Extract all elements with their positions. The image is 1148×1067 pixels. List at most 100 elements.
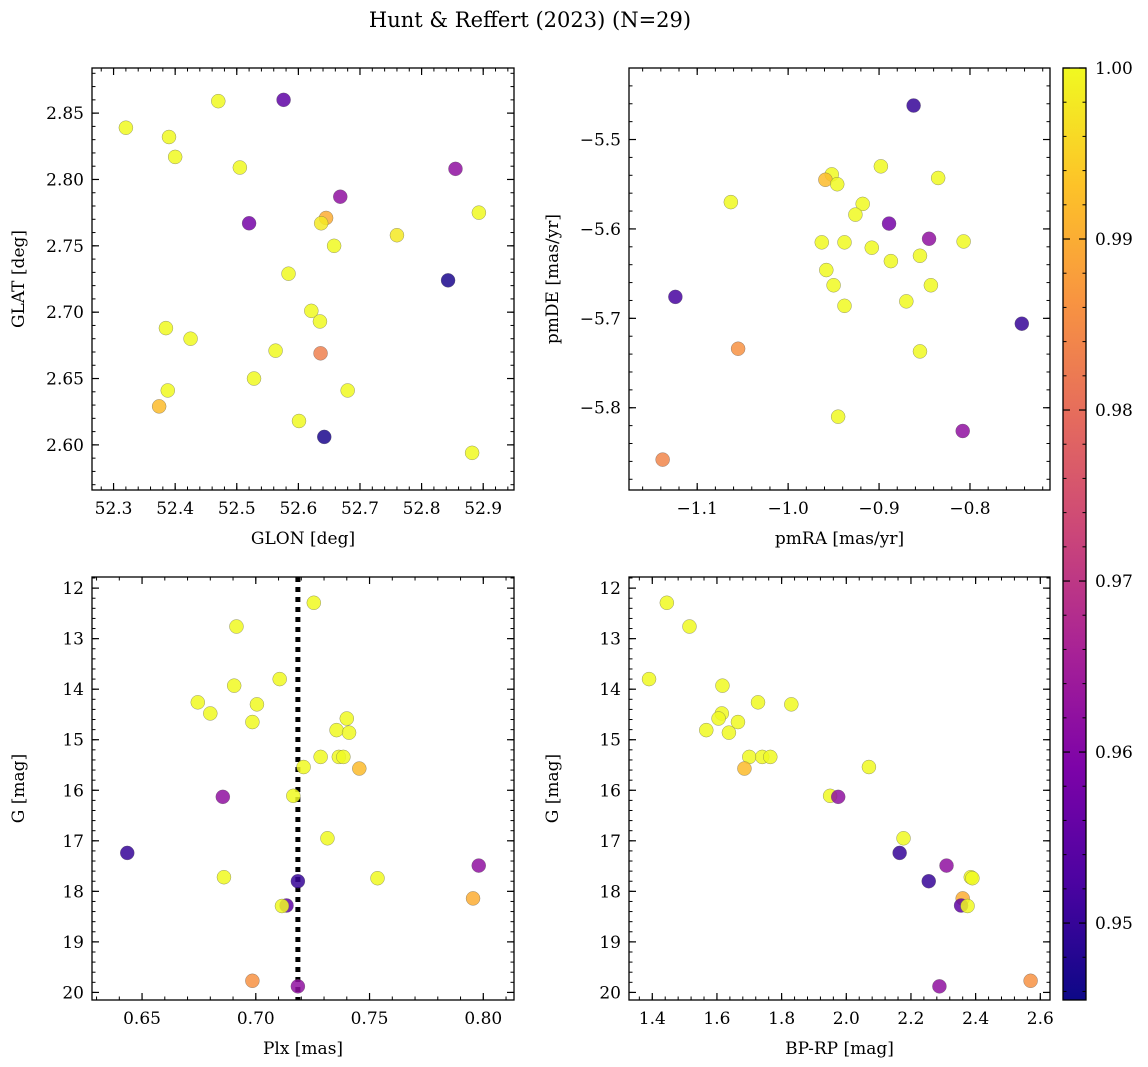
data-point: [245, 714, 260, 730]
x-axis-label: Plx [mas]: [263, 1039, 343, 1059]
x-tick-label: 52.6: [279, 499, 317, 519]
data-point: [190, 695, 206, 710]
data-point: [151, 399, 167, 414]
major-ticks: [92, 68, 514, 490]
x-tick-label: 52.9: [464, 499, 502, 519]
x-tick-label: 1.8: [768, 1009, 795, 1029]
data-point: [465, 891, 481, 906]
data-point: [118, 120, 134, 135]
y-tick-label: 2.85: [46, 104, 84, 124]
data-point: [896, 831, 911, 846]
y-tick-label: 16: [62, 781, 84, 801]
data-point: [340, 383, 355, 398]
figure-title: Hunt & Reffert (2023) (N=29): [369, 8, 691, 32]
x-axis-label: pmRA [mas/yr]: [775, 529, 904, 549]
data-point: [341, 725, 357, 740]
data-point: [730, 714, 746, 730]
colorbar-tick-label: 0.98: [1095, 401, 1133, 421]
y-tick-label: 13: [599, 630, 621, 650]
data-point: [912, 344, 928, 359]
data-point: [723, 194, 739, 210]
y-tick-label: 18: [62, 882, 84, 902]
data-point: [291, 413, 307, 429]
axes-frame: [91, 576, 515, 1001]
data-point: [389, 227, 405, 243]
data-point: [183, 331, 198, 346]
data-point: [167, 149, 183, 165]
data-point: [715, 678, 730, 693]
data-point: [329, 722, 344, 738]
data-point: [274, 898, 290, 914]
colorbar-tick-label: 1.00: [1095, 59, 1133, 79]
data-point: [120, 845, 135, 861]
data-point: [370, 870, 385, 886]
y-tick-label: 2.80: [46, 170, 84, 190]
major-ticks: [629, 68, 1050, 490]
data-point: [892, 845, 907, 861]
data-point: [158, 320, 174, 336]
data-point: [965, 870, 980, 886]
data-point: [906, 98, 921, 113]
colorbar: 0.95 0.96 0.97 0.98 0.99 1.00: [1062, 59, 1133, 1001]
data-point: [921, 873, 936, 889]
plot-area: [118, 92, 487, 461]
y-axis-label: pmDE [mas/yr]: [543, 214, 563, 344]
data-point: [211, 93, 226, 109]
data-point: [471, 205, 487, 220]
data-point: [837, 235, 852, 250]
data-point: [226, 678, 242, 693]
data-point: [932, 979, 947, 994]
y-tick-label: 17: [599, 832, 621, 852]
y-tick-label: −5.6: [580, 220, 621, 240]
x-axis-label: BP-RP [mag]: [785, 1039, 894, 1059]
data-point: [296, 759, 311, 775]
data-point: [921, 231, 937, 247]
data-point: [290, 979, 306, 994]
x-tick-label: 1.6: [703, 1009, 730, 1029]
data-point: [641, 671, 657, 687]
data-point: [883, 253, 899, 269]
data-point: [955, 423, 970, 439]
y-tick-label: 19: [62, 933, 84, 953]
y-tick-label: 15: [599, 731, 621, 751]
x-tick-label: −0.8: [949, 499, 990, 519]
data-point: [737, 761, 752, 776]
data-point: [830, 789, 846, 805]
data-point: [837, 298, 852, 314]
y-axis-label: G [mag]: [543, 754, 563, 823]
data-point: [272, 671, 287, 687]
data-point: [448, 161, 463, 177]
x-axis-label: GLON [deg]: [251, 529, 355, 549]
data-point: [229, 619, 244, 634]
data-point: [923, 278, 939, 293]
y-tick-label: 2.70: [46, 303, 84, 323]
data-point: [232, 160, 248, 175]
y-tick-label: 14: [62, 680, 84, 700]
data-point: [203, 706, 218, 721]
major-ticks: [92, 577, 514, 1000]
panel-pmra-pmde: −1.1 −1.0 −0.9 −0.8 −5.8 −5.7 −5.6 −5.5 pmRA [ma…: [543, 67, 1051, 549]
colorbar-tick-label: 0.95: [1095, 914, 1133, 934]
data-point: [339, 711, 355, 726]
y-tick-label: 13: [62, 630, 84, 650]
data-point: [939, 858, 954, 873]
x-tick-label: 52.7: [341, 499, 379, 519]
y-tick-label: −5.8: [580, 399, 621, 419]
colorbar-frame: [1062, 67, 1087, 1001]
data-point: [930, 170, 946, 186]
y-tick-label: 15: [62, 731, 84, 751]
x-tick-label: 2.6: [1027, 1009, 1054, 1029]
x-tick-label: 0.65: [123, 1009, 161, 1029]
y-tick-label: −5.5: [580, 131, 621, 151]
data-point: [161, 129, 177, 145]
x-tick-label: 52.3: [95, 499, 133, 519]
data-point: [956, 234, 971, 249]
x-tick-label: 52.5: [218, 499, 256, 519]
axes-frame: [628, 67, 1051, 491]
y-tick-label: 2.75: [46, 237, 84, 257]
data-point: [304, 303, 319, 319]
data-point: [682, 619, 697, 634]
data-point: [960, 898, 975, 914]
axes-frame: [91, 67, 515, 491]
